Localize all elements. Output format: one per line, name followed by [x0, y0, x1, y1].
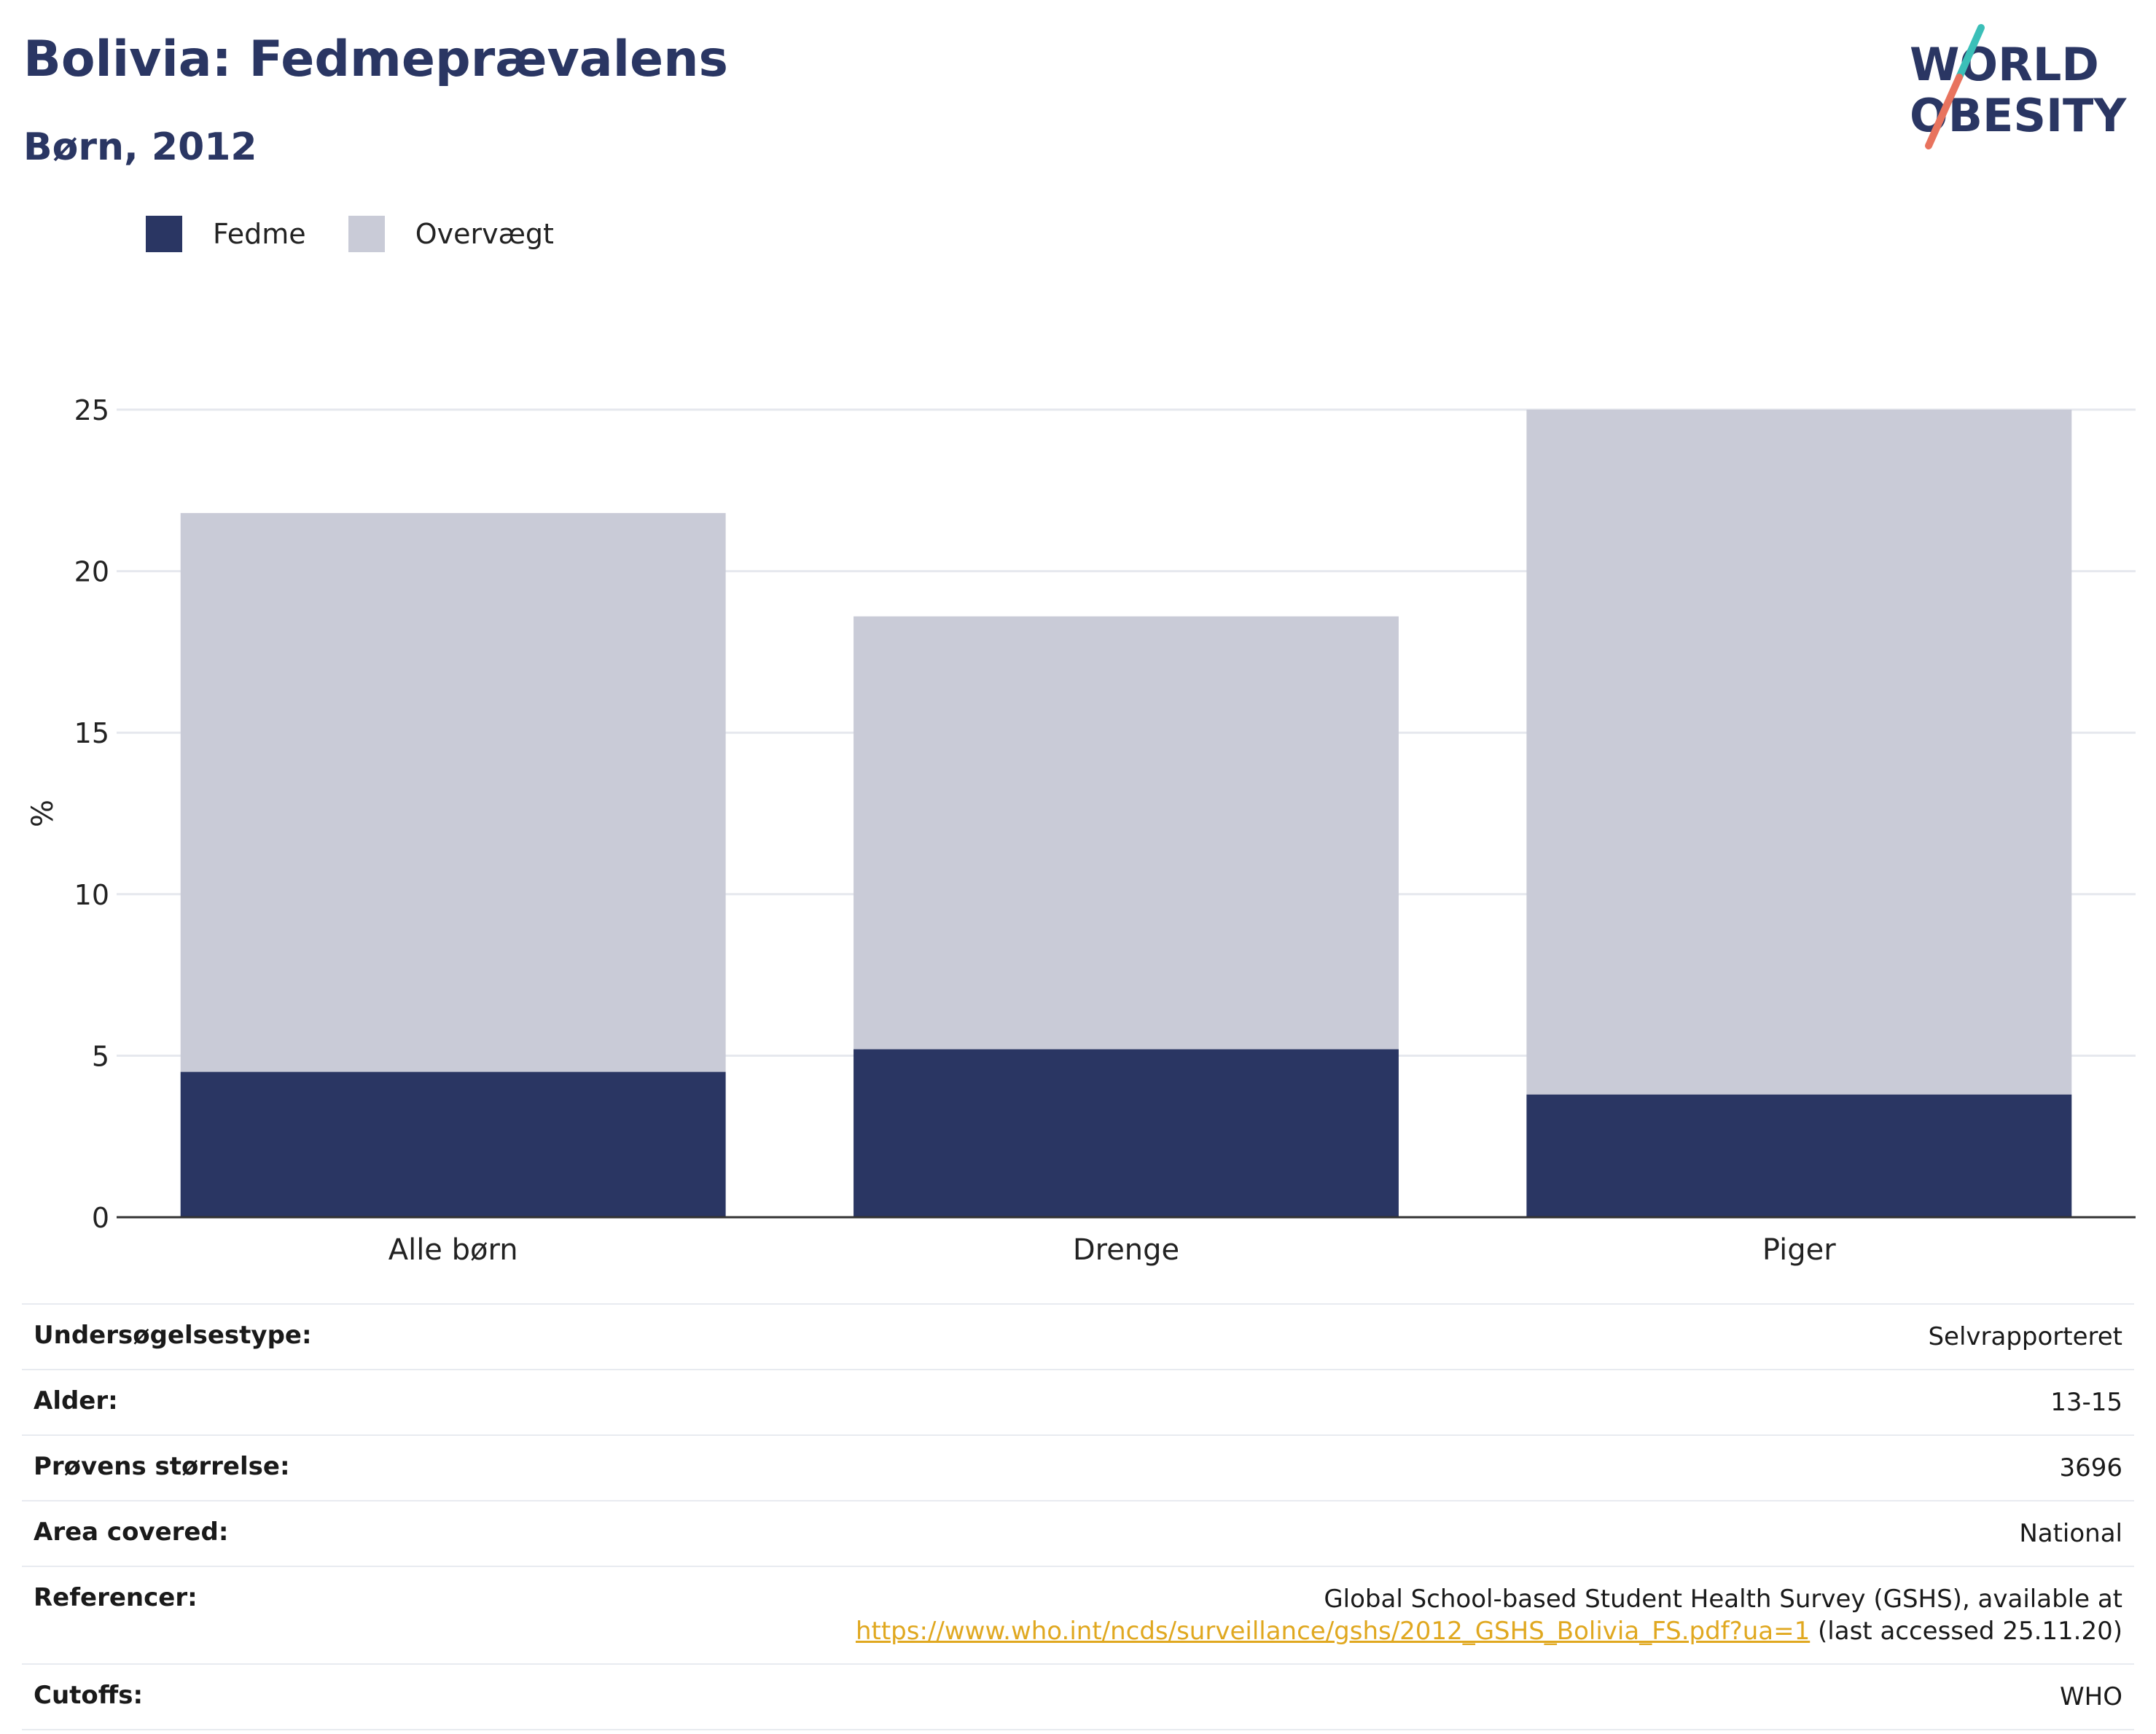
reference-link[interactable]: https://www.who.int/ncds/surveillance/gs… [855, 1617, 1811, 1646]
x-tick-label: Piger [1762, 1233, 1836, 1267]
info-row: Referencer: Global School-based Student … [22, 1566, 2134, 1664]
y-tick-label: 25 [74, 394, 109, 426]
info-key: Prøvens størrelse: [22, 1434, 422, 1501]
info-row: Alder: 13-15 [22, 1369, 2134, 1435]
survey-info-table: Undersøgelsestype: Selvrapporteret Alder… [22, 1303, 2134, 1730]
x-tick-label: Drenge [1073, 1233, 1179, 1267]
bar-fedme [180, 1071, 726, 1217]
info-value: 3696 [421, 1434, 2134, 1501]
legend-swatch-fedme [146, 216, 182, 252]
y-tick-label: 10 [74, 879, 109, 911]
chart-subtitle: Børn, 2012 [23, 125, 257, 169]
x-tick-label: Alle børn [388, 1233, 518, 1267]
legend-item-overvaegt[interactable]: Overvægt [348, 216, 554, 252]
info-key: Area covered: [22, 1500, 422, 1566]
bar-overvaegt [1526, 410, 2072, 1095]
info-value: WHO [421, 1663, 2134, 1730]
logo-slash-teal [1956, 24, 1985, 81]
world-obesity-logo: WORLD OBESITY [1910, 24, 2127, 149]
bar-fedme [854, 1049, 1399, 1217]
info-key: Referencer: [22, 1566, 422, 1664]
logo-slash-coral [1925, 74, 1963, 149]
y-tick-label: 5 [92, 1040, 109, 1072]
info-value: National [421, 1500, 2134, 1566]
legend-item-fedme[interactable]: Fedme [146, 216, 306, 252]
legend-label-overvaegt: Overvægt [415, 218, 554, 250]
info-row: Area covered: National [22, 1500, 2134, 1566]
reference-suffix: (last accessed 25.11.20) [1810, 1617, 2122, 1646]
info-row: Undersøgelsestype: Selvrapporteret [22, 1303, 2134, 1370]
bar-overvaegt [854, 616, 1399, 1050]
info-row: Prøvens størrelse: 3696 [22, 1434, 2134, 1501]
info-key: Cutoffs: [22, 1663, 422, 1730]
info-key: Undersøgelsestype: [22, 1303, 422, 1370]
bar-overvaegt [180, 512, 726, 1072]
bar-chart: 0 5 10 15 20 25% Alle børn Drenge Piger [26, 394, 2136, 1267]
bar-fedme [1526, 1094, 2072, 1217]
legend-label-fedme: Fedme [213, 218, 306, 250]
info-value: 13-15 [421, 1369, 2134, 1435]
info-value: Selvrapporteret [421, 1303, 2134, 1370]
y-tick-label: 15 [74, 717, 109, 749]
reference-text: Global School-based Student Health Surve… [1324, 1585, 2122, 1614]
y-tick-label: 20 [74, 556, 109, 588]
info-key: Alder: [22, 1369, 422, 1435]
y-tick-label: 0 [92, 1202, 109, 1234]
info-row: Cutoffs: WHO [22, 1663, 2134, 1730]
chart-legend: Fedme Overvægt [146, 216, 596, 252]
logo-line1: WORLD [1910, 38, 2099, 91]
chart-title: Bolivia: Fedmeprævalens [23, 31, 729, 88]
y-axis-label: % [26, 800, 60, 827]
info-value-references: Global School-based Student Health Surve… [421, 1566, 2134, 1664]
legend-swatch-overvaegt [348, 216, 385, 252]
